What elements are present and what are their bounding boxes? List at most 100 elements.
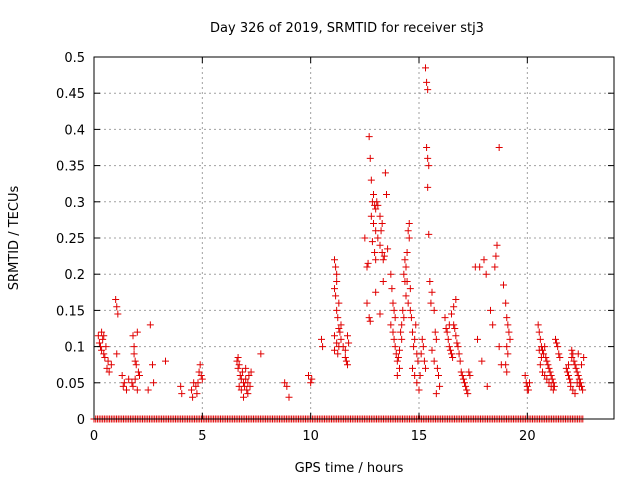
data-point <box>376 212 384 220</box>
data-point <box>240 393 247 401</box>
data-point <box>503 343 511 351</box>
data-point <box>365 314 373 322</box>
data-point <box>451 325 459 332</box>
data-point <box>535 346 543 354</box>
data-point <box>552 335 559 343</box>
data-point <box>387 321 395 329</box>
data-point <box>574 372 582 380</box>
data-point <box>130 343 138 351</box>
data-point <box>188 386 195 394</box>
data-point <box>390 306 398 314</box>
data-point <box>378 220 386 228</box>
x-tick-label: 0 <box>90 429 98 444</box>
data-point <box>506 335 514 343</box>
data-point <box>424 154 432 162</box>
data-point <box>412 321 420 329</box>
data-point <box>331 285 338 293</box>
data-point <box>118 372 126 380</box>
data-point <box>556 353 564 361</box>
data-point <box>456 357 464 365</box>
data-point <box>400 314 408 322</box>
data-point <box>233 357 241 365</box>
x-axis-label: GPS time / hours <box>295 461 404 476</box>
data-point <box>361 234 369 242</box>
data-point <box>198 375 206 383</box>
data-point <box>337 335 345 343</box>
data-point <box>445 343 453 351</box>
data-point <box>483 382 491 390</box>
data-point <box>371 248 379 256</box>
data-point <box>415 386 423 394</box>
data-point <box>335 299 343 307</box>
data-point <box>445 321 453 329</box>
data-point <box>423 144 431 151</box>
data-point <box>571 390 579 398</box>
data-point <box>410 343 418 351</box>
data-point <box>422 64 429 72</box>
data-point <box>123 386 130 394</box>
x-tick-label: 10 <box>302 429 319 444</box>
data-point <box>406 306 414 314</box>
data-point <box>565 361 572 369</box>
data-point <box>448 310 455 318</box>
data-point <box>384 245 392 253</box>
data-point <box>541 343 549 351</box>
data-point <box>104 357 112 365</box>
data-point <box>426 277 434 285</box>
data-point <box>376 310 384 318</box>
data-point <box>493 241 501 249</box>
y-axis-label: SRMTID / TECUs <box>7 186 22 291</box>
data-point <box>547 372 555 380</box>
data-point <box>319 343 327 351</box>
data-point <box>376 241 384 249</box>
data-point <box>374 201 382 209</box>
data-point <box>403 248 411 256</box>
data-point <box>433 364 441 372</box>
data-point <box>541 372 549 380</box>
data-point <box>535 328 543 336</box>
data-point <box>235 361 243 369</box>
data-point <box>466 372 474 380</box>
chart-title: Day 326 of 2019, SRMTID for receiver stj… <box>210 21 484 36</box>
data-point <box>441 314 449 322</box>
data-point <box>406 285 414 293</box>
data-point <box>565 372 572 380</box>
data-point <box>536 335 544 343</box>
data-point <box>195 368 203 376</box>
data-point <box>543 357 551 365</box>
data-point <box>332 263 340 271</box>
data-point <box>125 375 133 383</box>
data-point <box>192 382 200 390</box>
data-point <box>428 288 436 296</box>
data-point <box>537 353 545 361</box>
data-point <box>572 364 580 372</box>
data-point <box>388 285 396 293</box>
data-point <box>129 382 137 390</box>
data-point <box>98 328 106 336</box>
data-point <box>344 332 351 340</box>
data-point <box>497 361 505 369</box>
data-point <box>536 361 544 369</box>
data-point <box>331 332 338 340</box>
data-point <box>432 335 440 343</box>
data-point <box>422 364 429 372</box>
data-point <box>521 372 529 380</box>
data-point <box>238 368 246 376</box>
data-point <box>580 353 588 361</box>
data-point <box>568 346 576 354</box>
data-point <box>444 335 452 343</box>
data-point <box>235 382 243 390</box>
data-point <box>543 375 551 383</box>
data-point <box>575 382 583 390</box>
data-point <box>129 332 137 340</box>
data-point <box>392 350 400 358</box>
data-point <box>244 379 252 387</box>
data-point <box>397 328 405 336</box>
data-point <box>374 234 382 242</box>
data-point <box>102 343 110 351</box>
data-point <box>372 288 380 296</box>
data-point <box>495 343 503 351</box>
data-point <box>98 346 106 354</box>
data-point <box>409 364 416 372</box>
